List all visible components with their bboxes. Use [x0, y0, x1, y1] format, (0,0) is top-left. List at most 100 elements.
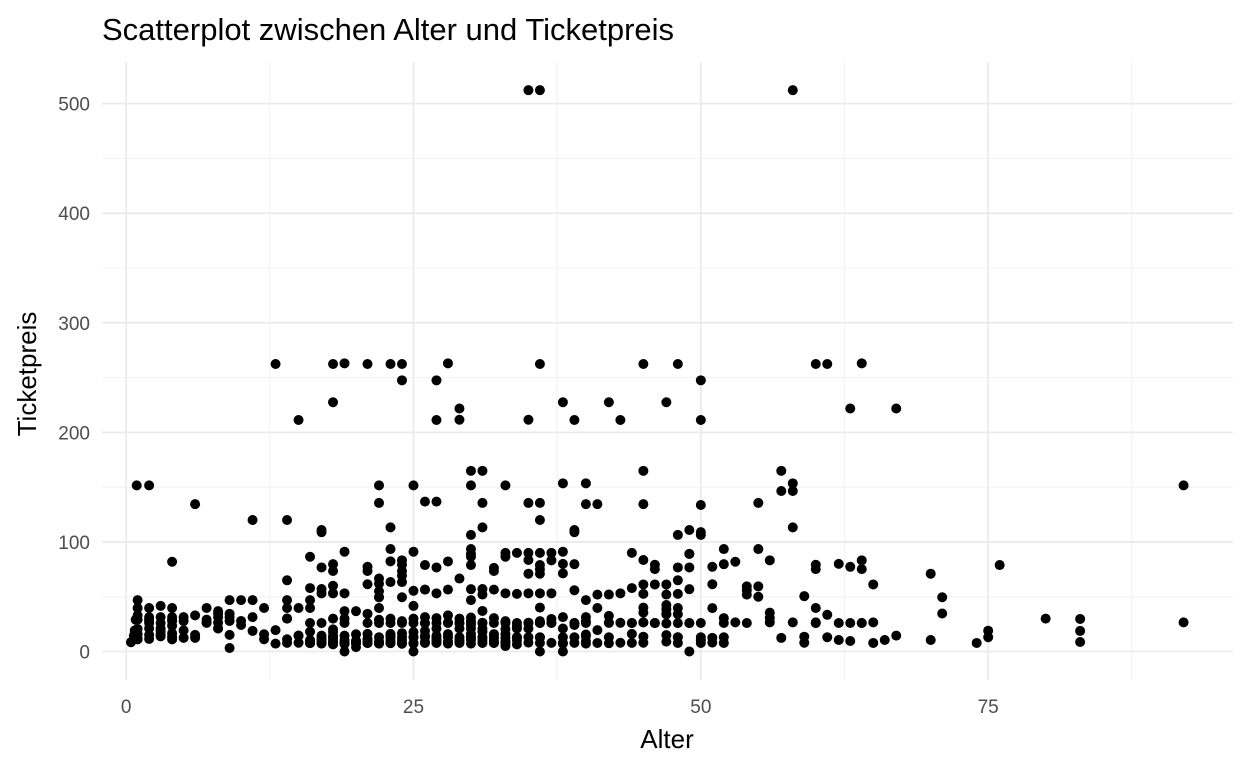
data-point [465, 584, 476, 595]
data-point [511, 588, 522, 599]
data-point [523, 637, 534, 648]
data-point [247, 625, 258, 636]
data-point [983, 632, 994, 643]
data-point [339, 358, 350, 369]
data-point [144, 480, 155, 491]
data-point [351, 642, 362, 653]
data-point [523, 588, 534, 599]
x-tick-label: 25 [403, 697, 424, 718]
data-point [247, 515, 258, 526]
data-point [695, 375, 706, 386]
data-point [684, 584, 695, 595]
data-point [454, 573, 465, 584]
data-point [236, 619, 247, 630]
data-point [684, 618, 695, 629]
data-point [649, 579, 660, 590]
data-point [396, 592, 407, 603]
data-point [776, 485, 787, 496]
data-point [293, 630, 304, 641]
data-point [125, 637, 136, 648]
data-point [638, 465, 649, 476]
data-point [845, 635, 856, 646]
data-point [603, 638, 614, 649]
data-point [557, 612, 568, 623]
data-point [270, 625, 281, 636]
data-point [465, 560, 476, 571]
data-point [442, 556, 453, 567]
data-point [592, 637, 603, 648]
data-point [419, 637, 430, 648]
data-point [339, 646, 350, 657]
data-point [328, 588, 339, 599]
data-point [787, 522, 798, 533]
data-point [282, 595, 293, 606]
data-point [569, 559, 580, 570]
data-point [523, 547, 534, 558]
data-point [661, 397, 672, 408]
data-point [638, 499, 649, 510]
data-point [546, 637, 557, 648]
data-point [293, 603, 304, 614]
data-point [753, 497, 764, 508]
data-point [305, 638, 316, 649]
data-point [776, 632, 787, 643]
data-point [707, 561, 718, 572]
data-point [488, 618, 499, 629]
data-point [868, 617, 879, 628]
data-point [465, 480, 476, 491]
data-point [305, 551, 316, 562]
data-point [1178, 617, 1189, 628]
data-point [799, 591, 810, 602]
data-point [534, 618, 545, 629]
data-point [822, 358, 833, 369]
data-point [684, 646, 695, 657]
data-point [603, 397, 614, 408]
data-point [776, 465, 787, 476]
data-point [316, 562, 327, 573]
data-point [465, 638, 476, 649]
data-point [190, 632, 201, 643]
data-point [649, 618, 660, 629]
data-point [362, 579, 373, 590]
data-point [396, 358, 407, 369]
data-point [362, 637, 373, 648]
x-axis-tick-labels: 0 25 50 75 [121, 697, 999, 718]
data-point [672, 562, 683, 573]
data-point [419, 618, 430, 629]
data-point [603, 589, 614, 600]
data-point [259, 634, 270, 645]
data-point [822, 632, 833, 643]
data-point [316, 588, 327, 599]
data-point [454, 618, 465, 629]
data-point [500, 480, 511, 491]
data-point [534, 497, 545, 508]
data-point [764, 555, 775, 566]
data-point [270, 638, 281, 649]
data-point [247, 612, 258, 623]
data-point [534, 646, 545, 657]
data-point [431, 637, 442, 648]
data-point [799, 637, 810, 648]
y-tick-label: 500 [58, 95, 90, 116]
data-point [557, 397, 568, 408]
data-point [787, 617, 798, 628]
data-point [672, 618, 683, 629]
data-point [672, 529, 683, 540]
data-point [408, 480, 419, 491]
data-point [339, 637, 350, 648]
data-point [523, 497, 534, 508]
data-point [442, 610, 453, 621]
data-point [500, 551, 511, 562]
x-tick-label: 75 [978, 697, 999, 718]
y-tick-label: 200 [58, 423, 90, 444]
y-tick-label: 400 [58, 204, 90, 225]
data-point [523, 555, 534, 566]
data-point [603, 617, 614, 628]
data-point [592, 589, 603, 600]
data-point [845, 561, 856, 572]
data-point [477, 605, 488, 616]
data-point [374, 592, 385, 603]
data-point [707, 632, 718, 643]
data-point [557, 646, 568, 657]
data-point [511, 639, 522, 650]
